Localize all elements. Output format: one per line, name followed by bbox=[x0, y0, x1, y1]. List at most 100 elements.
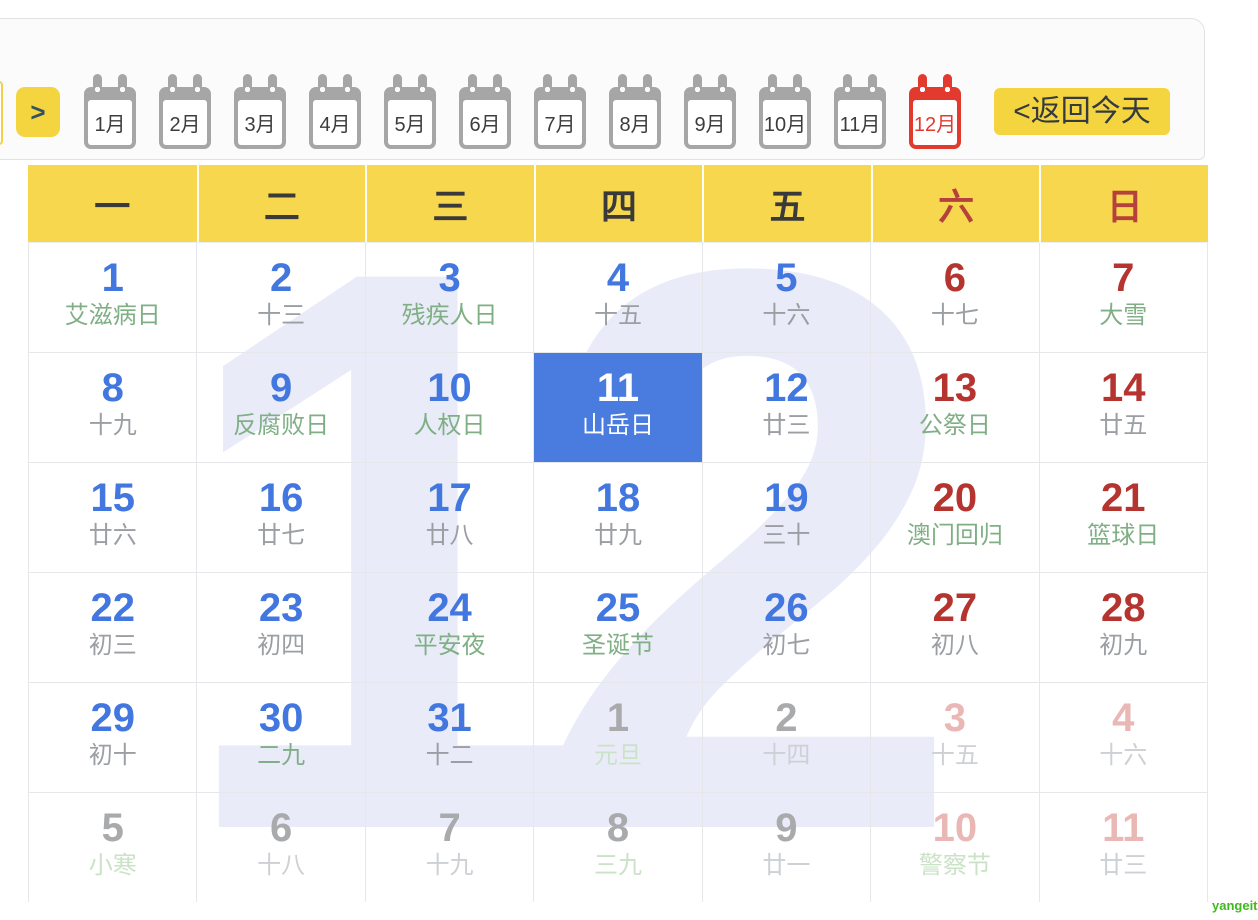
lunar-label: 十五 bbox=[593, 302, 642, 329]
lunar-label: 廿一 bbox=[762, 852, 811, 879]
calendar-icon: 10月 bbox=[759, 87, 811, 149]
lunar-label: 十七 bbox=[930, 302, 979, 329]
weekday-header-cell: 六 bbox=[870, 165, 1040, 242]
holiday-label: 三九 bbox=[593, 852, 642, 879]
day-cell[interactable]: 3 残疾人日 bbox=[365, 243, 535, 353]
day-cell[interactable]: 9 反腐败日 bbox=[197, 353, 366, 463]
day-cell[interactable]: 6 十八 bbox=[197, 793, 366, 902]
lunar-label: 十六 bbox=[1099, 742, 1148, 769]
lunar-label: 廿三 bbox=[1099, 852, 1148, 879]
day-cell[interactable]: 3 十五 bbox=[871, 683, 1040, 793]
day-cell[interactable]: 20 澳门回归 bbox=[871, 463, 1040, 573]
day-cell[interactable]: 11 廿三 bbox=[1040, 793, 1208, 902]
day-cell[interactable]: 12 廿三 bbox=[702, 353, 872, 463]
lunar-label: 三十 bbox=[762, 522, 811, 549]
calendar-icon: 11月 bbox=[834, 87, 886, 149]
day-number: 20 bbox=[932, 476, 978, 520]
day-grid: 1 艾滋病日 2 十三 3 残疾人日 4 十五 5 十六 6 十七 7 大雪 8 十九 9 反腐败日 10 人权日 11… bbox=[28, 242, 1208, 902]
calendar-ring-icon bbox=[93, 74, 102, 99]
lunar-label: 十六 bbox=[762, 302, 811, 329]
holiday-label: 小寒 bbox=[88, 852, 137, 879]
day-cell[interactable]: 1 元旦 bbox=[534, 683, 703, 793]
month-watermark: 12 bbox=[170, 165, 965, 902]
day-cell[interactable]: 30 二九 bbox=[197, 683, 366, 793]
lunar-label: 初七 bbox=[762, 632, 811, 659]
month-icon-8[interactable]: 8月 bbox=[609, 74, 661, 149]
day-cell[interactable]: 21 篮球日 bbox=[1039, 463, 1208, 573]
month-icon-12[interactable]: 12月 bbox=[909, 74, 961, 149]
lunar-label: 初三 bbox=[88, 632, 137, 659]
day-cell[interactable]: 18 廿九 bbox=[534, 463, 703, 573]
day-cell[interactable]: 13 公祭日 bbox=[871, 353, 1040, 463]
day-cell[interactable]: 19 三十 bbox=[702, 463, 872, 573]
day-cell[interactable]: 29 初十 bbox=[29, 683, 198, 793]
calendar-icon: 7月 bbox=[534, 87, 586, 149]
holiday-label: 二九 bbox=[257, 742, 306, 769]
day-cell[interactable]: 28 初九 bbox=[1039, 573, 1208, 683]
month-icon-label: 8月 bbox=[613, 100, 657, 145]
day-cell[interactable]: 31 十二 bbox=[365, 683, 535, 793]
day-cell[interactable]: 24 平安夜 bbox=[365, 573, 535, 683]
day-cell[interactable]: 7 十九 bbox=[366, 793, 535, 902]
day-cell[interactable]: 5 十六 bbox=[702, 243, 872, 353]
day-cell[interactable]: 14 廿五 bbox=[1039, 353, 1208, 463]
month-icon-1[interactable]: 1月 bbox=[84, 74, 136, 149]
weekday-header-cell: 日 bbox=[1039, 165, 1208, 242]
month-icon-9[interactable]: 9月 bbox=[684, 74, 736, 149]
day-cell[interactable]: 26 初七 bbox=[702, 573, 872, 683]
day-number: 3 bbox=[943, 696, 966, 740]
day-cell[interactable]: 8 十九 bbox=[29, 353, 198, 463]
month-icon-10[interactable]: 10月 bbox=[759, 74, 811, 149]
month-icon-7[interactable]: 7月 bbox=[534, 74, 586, 149]
day-number: 9 bbox=[775, 806, 798, 850]
calendar-ring-icon bbox=[568, 74, 577, 99]
day-cell[interactable]: 23 初四 bbox=[197, 573, 366, 683]
day-cell[interactable]: 10 人权日 bbox=[365, 353, 535, 463]
calendar-ring-icon bbox=[118, 74, 127, 99]
month-icon-label: 7月 bbox=[538, 100, 582, 145]
lunar-label: 十三 bbox=[257, 302, 306, 329]
day-cell[interactable]: 16 廿七 bbox=[197, 463, 366, 573]
month-icon-5[interactable]: 5月 bbox=[384, 74, 436, 149]
calendar-ring-icon bbox=[543, 74, 552, 99]
month-icon-4[interactable]: 4月 bbox=[309, 74, 361, 149]
holiday-label: 澳门回归 bbox=[906, 522, 1003, 549]
next-button[interactable]: > bbox=[16, 87, 60, 137]
month-icon-2[interactable]: 2月 bbox=[159, 74, 211, 149]
day-cell[interactable]: 27 初八 bbox=[871, 573, 1040, 683]
day-cell[interactable]: 25 圣诞节 bbox=[534, 573, 703, 683]
day-cell[interactable]: 5 小寒 bbox=[29, 793, 198, 902]
month-icon-11[interactable]: 11月 bbox=[834, 74, 886, 149]
lunar-label: 廿八 bbox=[425, 522, 474, 549]
left-edge-box[interactable] bbox=[0, 81, 3, 145]
day-number: 25 bbox=[595, 586, 641, 630]
lunar-label: 十八 bbox=[257, 852, 306, 879]
day-cell[interactable]: 1 艾滋病日 bbox=[29, 243, 198, 353]
month-icon-3[interactable]: 3月 bbox=[234, 74, 286, 149]
day-cell[interactable]: 17 廿八 bbox=[365, 463, 535, 573]
day-cell[interactable]: 7 大雪 bbox=[1039, 243, 1208, 353]
month-icon-6[interactable]: 6月 bbox=[459, 74, 511, 149]
calendar-ring-icon bbox=[168, 74, 177, 99]
day-cell[interactable]: 8 三九 bbox=[534, 793, 703, 902]
day-cell[interactable]: 2 十四 bbox=[702, 683, 872, 793]
day-cell[interactable]: 4 十六 bbox=[1039, 683, 1208, 793]
day-cell[interactable]: 10 警察节 bbox=[871, 793, 1040, 902]
day-cell[interactable]: 2 十三 bbox=[197, 243, 366, 353]
lunar-label: 廿七 bbox=[257, 522, 306, 549]
day-cell[interactable]: 22 初三 bbox=[29, 573, 198, 683]
back-to-today-button[interactable]: <返回今天 bbox=[994, 88, 1170, 135]
day-cell[interactable]: 15 廿六 bbox=[29, 463, 198, 573]
day-cell[interactable]: 4 十五 bbox=[534, 243, 703, 353]
day-number: 23 bbox=[258, 586, 304, 630]
day-number: 27 bbox=[932, 586, 978, 630]
month-icon-label: 11月 bbox=[838, 100, 882, 145]
day-number: 8 bbox=[606, 806, 630, 850]
day-cell[interactable]: 6 十七 bbox=[871, 243, 1040, 353]
weekday-header-cell: 二 bbox=[196, 165, 366, 242]
month-selector: 1月 2月 3月 4月 5月 6月 7月 8月 9月 10月 11月 12月 bbox=[84, 74, 961, 149]
day-cell[interactable]: 11 山岳日 bbox=[534, 353, 703, 463]
calendar-ring-icon bbox=[918, 74, 927, 99]
day-cell[interactable]: 9 廿一 bbox=[703, 793, 872, 902]
day-number: 30 bbox=[258, 696, 304, 740]
